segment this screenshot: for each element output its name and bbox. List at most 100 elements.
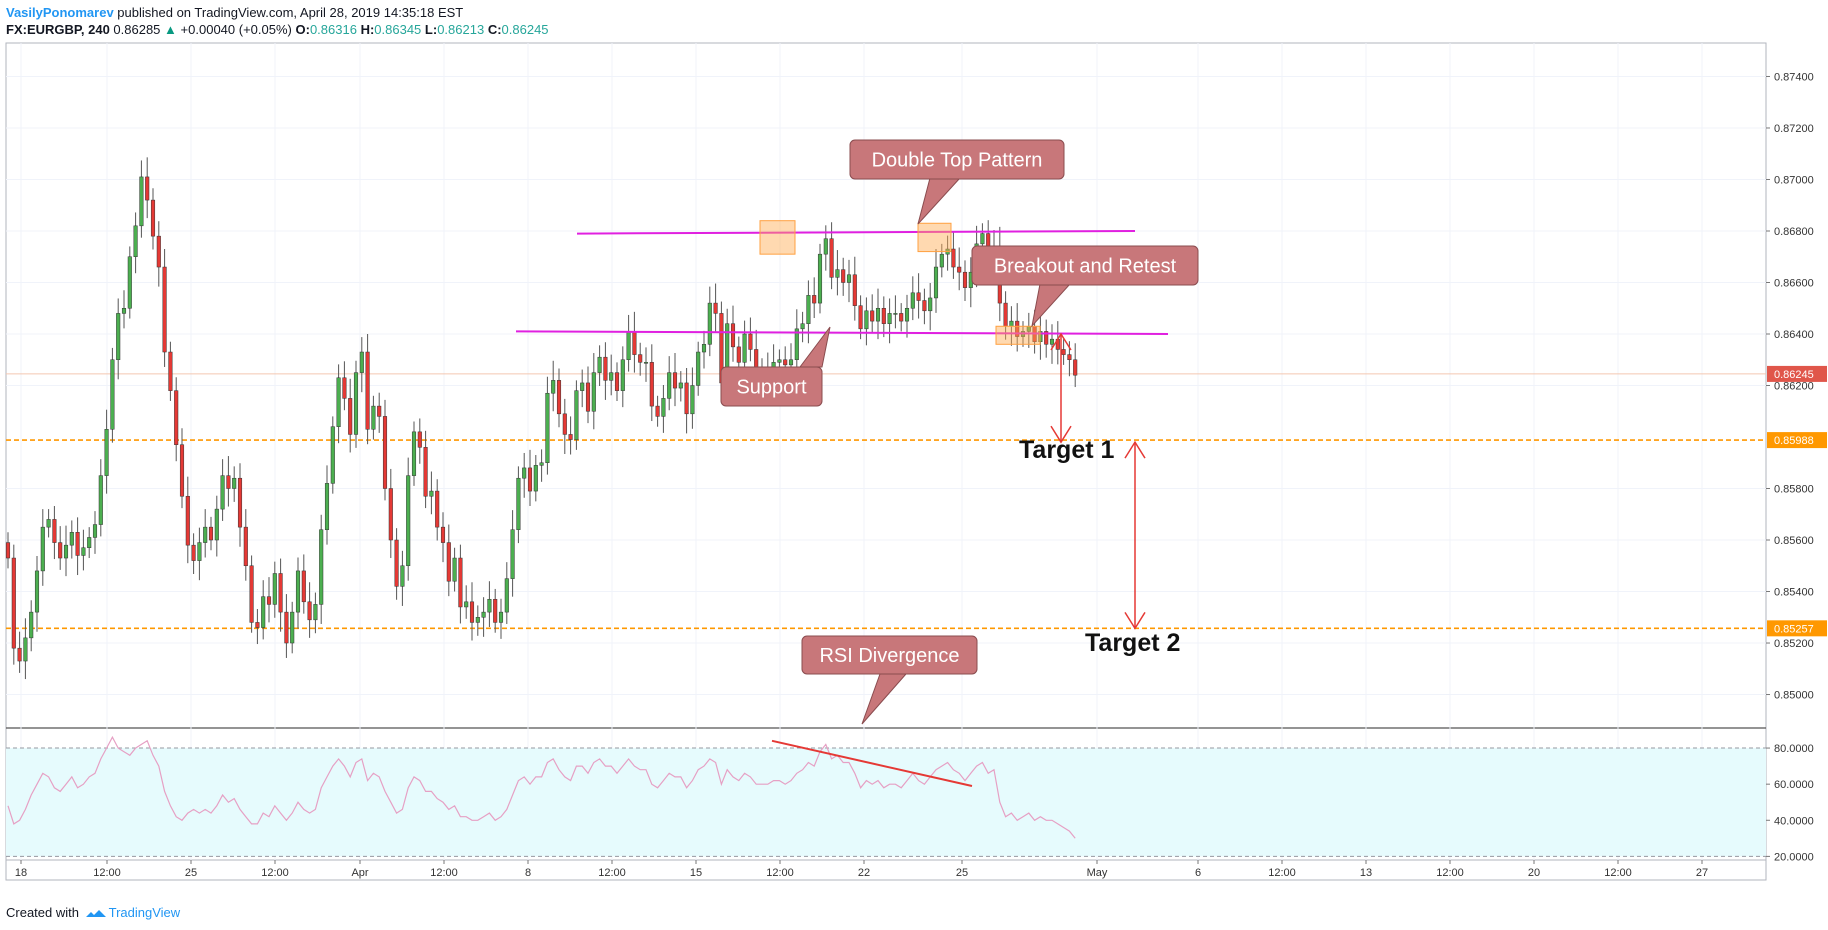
candle-body: [133, 225, 138, 257]
candle: [533, 455, 538, 502]
candle-body: [910, 292, 915, 309]
x-tick-label: Apr: [351, 867, 368, 879]
candle-body: [46, 519, 51, 528]
candle-body: [452, 557, 457, 582]
candle: [284, 594, 289, 658]
rsi-line: [7, 735, 1076, 839]
candle: [643, 347, 649, 382]
candle: [429, 471, 434, 515]
candle: [156, 221, 161, 287]
candle: [701, 330, 707, 369]
candle-body: [980, 233, 985, 245]
price-change: +0.00040 (+0.05%): [180, 22, 292, 37]
candle-body: [203, 526, 208, 543]
candle-body: [98, 475, 103, 525]
candle-body: [817, 253, 823, 304]
candle: [556, 368, 562, 428]
highlight-box: [995, 325, 1041, 345]
candle: [110, 347, 115, 443]
candle: [1044, 319, 1049, 358]
support-line: [515, 330, 1169, 335]
candle-body: [92, 524, 98, 538]
price-badge: [1767, 365, 1827, 382]
candle-body: [295, 570, 301, 613]
candle: [249, 555, 254, 633]
candle-body: [655, 405, 660, 417]
tradingview-logo-icon: [85, 909, 106, 917]
candle: [121, 290, 127, 329]
x-tick-label: 12:00: [1268, 867, 1296, 879]
candle: [261, 580, 266, 640]
candle-body: [533, 465, 538, 492]
target-2-label: Target 2: [1085, 629, 1180, 657]
tradingview-link[interactable]: TradingView: [108, 905, 181, 920]
candle-body: [632, 331, 637, 355]
candle-body: [481, 611, 486, 618]
y-tick-label: 0.87000: [1774, 174, 1814, 186]
candle: [255, 609, 260, 645]
candle-body: [336, 377, 341, 427]
candle: [591, 353, 596, 430]
last-price: 0.86285: [113, 22, 161, 37]
candle-body: [121, 307, 127, 314]
candle: [127, 246, 132, 319]
candle-body: [649, 362, 654, 407]
candle: [116, 298, 121, 380]
candle-body: [272, 573, 277, 605]
symbol-label[interactable]: FX:EURGBP, 240: [6, 22, 110, 37]
candle-body: [678, 382, 683, 389]
candle: [87, 527, 92, 559]
price-badge: [1767, 620, 1827, 637]
candle: [632, 311, 637, 373]
candle: [568, 416, 573, 455]
candle-body: [34, 570, 40, 613]
candle-body: [435, 490, 440, 528]
candle-body: [226, 475, 231, 489]
candle: [678, 371, 683, 402]
candle: [417, 418, 422, 464]
candle-body: [701, 344, 707, 353]
candle: [562, 398, 567, 454]
chart-canvas[interactable]: 0.87400 0.87200 0.87000 0.86800 0.86600 0.864…: [0, 0, 1828, 900]
arrow-head-down: [1050, 425, 1072, 444]
breakout-callout: Breakout and Retest: [971, 245, 1199, 328]
candle: [614, 362, 620, 401]
candle: [812, 277, 817, 319]
candle-body: [313, 604, 318, 621]
resistance-line: [576, 229, 1136, 235]
candle: [220, 459, 225, 521]
candle: [23, 618, 28, 680]
y-axis: 0.87400 0.87200 0.87000 0.86800 0.86600 0.864…: [1766, 71, 1827, 863]
candle-body: [266, 596, 272, 605]
candle: [487, 581, 492, 628]
candle: [574, 380, 579, 450]
candle-body: [139, 176, 144, 227]
candle-body: [846, 274, 852, 283]
candle-body: [191, 544, 196, 561]
candle: [910, 276, 915, 321]
candle-body: [174, 390, 179, 445]
candle-body: [585, 382, 591, 412]
candle: [11, 544, 16, 665]
candle-body: [307, 601, 312, 621]
candle: [324, 465, 330, 545]
candle: [626, 314, 631, 372]
candle: [185, 476, 190, 564]
x-tick-label: 15: [690, 867, 702, 879]
arrow-head-up: [1050, 332, 1072, 351]
candle: [655, 395, 660, 427]
candles: [5, 157, 1078, 680]
candle: [603, 342, 608, 400]
candle: [382, 399, 388, 501]
x-tick-label: May: [1087, 867, 1108, 879]
drawings: [515, 220, 1169, 787]
candle-body: [493, 598, 498, 623]
candle-body: [464, 601, 469, 608]
candle-body: [23, 637, 28, 662]
candle: [522, 452, 527, 498]
candle: [713, 283, 718, 332]
candle: [887, 298, 892, 344]
candle: [800, 311, 805, 343]
author-link[interactable]: VasilyPonomarev: [6, 5, 114, 20]
candle-body: [928, 297, 933, 312]
